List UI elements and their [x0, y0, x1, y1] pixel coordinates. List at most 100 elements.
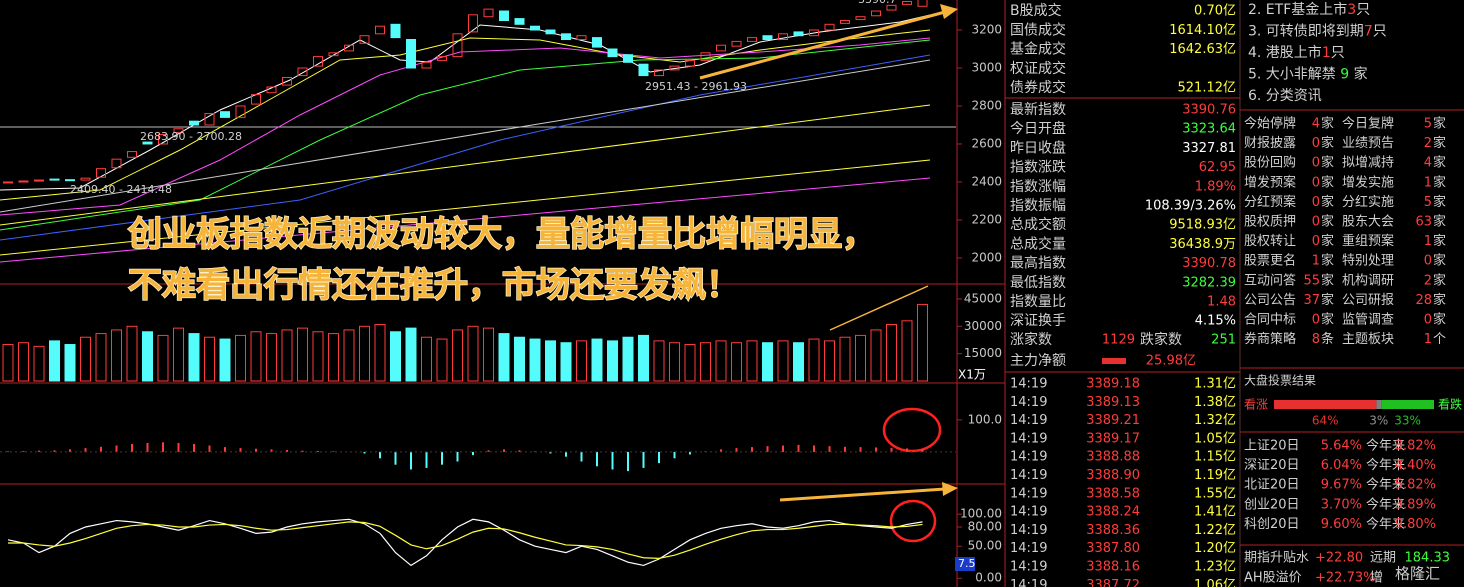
volume-bar — [18, 342, 29, 382]
tick-price: 3388.88 — [1086, 450, 1140, 465]
volume-bar — [886, 323, 897, 382]
candle — [344, 44, 354, 52]
volume-bar — [824, 340, 835, 382]
candle — [669, 65, 680, 71]
event-count: 1 — [1424, 332, 1432, 347]
stat-value: 1642.63亿 — [1169, 42, 1236, 57]
y-tick-label: 100.00 — [960, 507, 1002, 521]
news-part: 3 — [1347, 2, 1356, 18]
candle — [189, 120, 199, 126]
event-label: 公司研报 — [1342, 293, 1394, 308]
tick-time: 14:19 — [1010, 395, 1047, 410]
stat-label: B股成交 — [1010, 2, 1062, 19]
vote-percent: 64% — [1312, 414, 1339, 428]
stat-label: 总成交额 — [1010, 216, 1066, 233]
volume-bar — [777, 340, 789, 382]
volume-bar — [157, 334, 169, 382]
candle — [65, 179, 75, 182]
event-label: 分红实施 — [1342, 194, 1394, 210]
stat-label: 昨日收盘 — [1010, 139, 1066, 156]
event-unit: 家 — [1433, 233, 1446, 249]
stat-label: 债券成交 — [1010, 79, 1066, 96]
candle — [840, 20, 850, 24]
volume-bar — [638, 334, 649, 382]
volume-bar — [452, 329, 463, 382]
stat-value: 3323.64 — [1182, 122, 1236, 137]
price-annotation: 3390.7 — [858, 0, 897, 6]
vote-label: 看跌 — [1438, 397, 1462, 412]
stat-value: 1.48 — [1207, 295, 1236, 310]
stat-value: 3390.76 — [1182, 103, 1236, 118]
volume-bar — [483, 327, 494, 382]
watermark: 格隆汇 — [1395, 565, 1440, 583]
stat-value: 1.89% — [1195, 179, 1236, 194]
news-part: 4. 港股上市 — [1248, 44, 1322, 61]
event-count: 2 — [1424, 136, 1432, 151]
candle — [452, 33, 463, 58]
price-annotation: 2951.43 - 2961.93 — [645, 80, 747, 93]
volume-bar — [2, 344, 14, 382]
volume-bar — [839, 336, 851, 382]
tick-volume: 1.19亿 — [1194, 468, 1236, 483]
volume-bar — [405, 327, 417, 382]
news-part: 只 — [1373, 24, 1387, 40]
event-label: 特别处理 — [1342, 254, 1394, 269]
stat-label: 最新指数 — [1010, 102, 1066, 118]
event-unit: 家 — [1321, 214, 1334, 230]
return-value: 9.67% — [1321, 478, 1362, 493]
event-label: 合同中标 — [1244, 313, 1296, 328]
tick-price: 3388.36 — [1086, 523, 1140, 538]
news-item: 3. 可转债即将到期7只 — [1248, 24, 1387, 40]
stat-label: 指数涨幅 — [1010, 179, 1066, 195]
tick-price: 3388.24 — [1086, 505, 1140, 520]
marker-box — [955, 557, 975, 571]
return-value: 5.64% — [1321, 439, 1362, 454]
tick-time: 14:19 — [1010, 523, 1047, 538]
volume-bar — [328, 333, 339, 382]
return-label: 今年来 — [1366, 457, 1405, 473]
volume-bar — [188, 333, 200, 382]
candle — [716, 44, 726, 52]
stat-label: 深证换手 — [1010, 312, 1066, 329]
y-tick-label: 45000 — [964, 291, 1002, 305]
candle — [607, 48, 618, 58]
stat-label: 最低指数 — [1010, 275, 1066, 291]
vote-bar — [1381, 400, 1434, 409]
news-part: 只 — [1356, 2, 1370, 18]
event-unit: 个 — [1433, 332, 1446, 347]
return-label: 今年来 — [1366, 516, 1405, 532]
event-unit: 家 — [1321, 292, 1334, 308]
volume-bar — [901, 320, 913, 382]
event-unit: 家 — [1433, 155, 1446, 171]
stat-label: 指数振幅 — [1010, 198, 1066, 214]
tick-volume: 1.32亿 — [1194, 413, 1236, 428]
candle — [235, 105, 246, 118]
volume-bar — [95, 333, 107, 382]
return-label: 上证20日 — [1244, 439, 1300, 454]
news-part: 9 — [1340, 67, 1349, 83]
candle — [468, 14, 478, 33]
event-unit: 家 — [1321, 155, 1334, 171]
candle — [359, 35, 370, 44]
vote-bar — [1376, 400, 1382, 409]
volume-bar — [855, 334, 866, 382]
candle — [623, 54, 633, 63]
volume-bar — [808, 338, 820, 382]
tick-time: 14:19 — [1010, 505, 1047, 520]
volume-bar — [467, 325, 479, 382]
tick-volume: 1.06亿 — [1194, 578, 1236, 587]
candle — [328, 52, 339, 57]
stat-value: 62.95 — [1199, 160, 1236, 175]
tick-time: 14:19 — [1010, 377, 1047, 392]
candles — [3, 0, 928, 184]
event-count: 1 — [1424, 175, 1432, 190]
y-tick-label: 2800 — [971, 98, 1002, 112]
event-label: 分红预案 — [1244, 194, 1296, 210]
flow-bar — [1102, 358, 1126, 364]
candle — [685, 59, 695, 67]
volume-bar — [870, 329, 882, 382]
tick-price: 3389.18 — [1086, 377, 1140, 392]
event-count: 0 — [1312, 175, 1320, 190]
event-unit: 家 — [1321, 233, 1334, 249]
volume-bar — [266, 333, 277, 382]
